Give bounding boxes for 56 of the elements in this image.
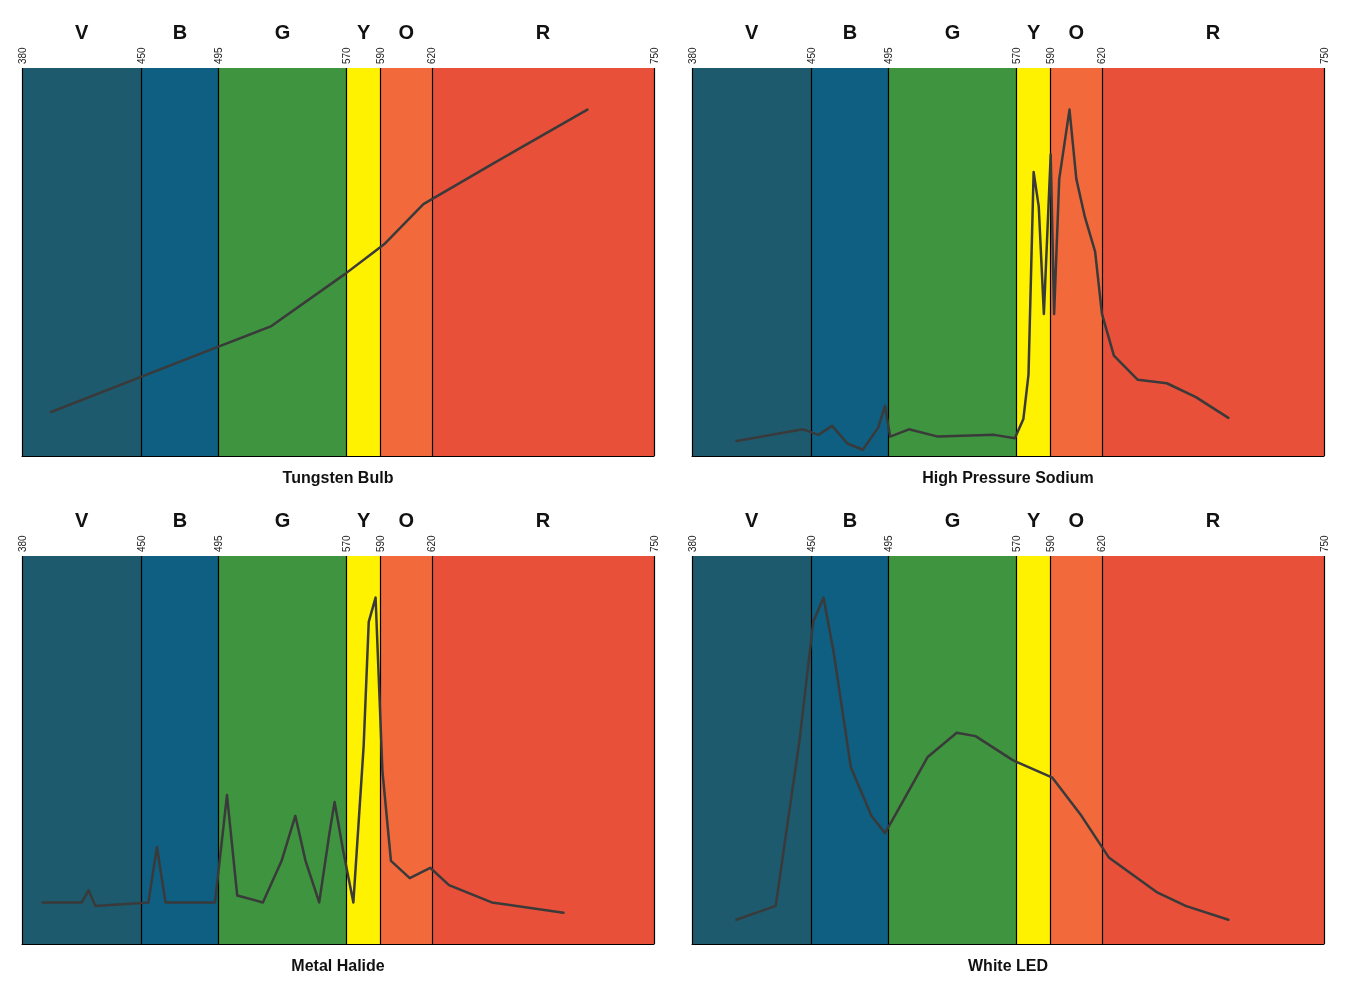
x-tick-label: 750	[1318, 534, 1330, 552]
x-tick-label: 750	[1318, 46, 1330, 64]
band-label: O	[1068, 509, 1085, 531]
band-label: B	[842, 21, 858, 43]
x-tick-label: 495	[212, 534, 224, 552]
band-label: B	[172, 21, 188, 43]
band-label: B	[842, 509, 858, 531]
x-tick-label: 620	[426, 534, 438, 552]
band-label: G	[274, 509, 291, 531]
band-label: R	[535, 509, 551, 531]
x-tick-label: 380	[686, 534, 698, 552]
x-tick-label: 450	[136, 534, 148, 552]
band-label: Y	[356, 21, 371, 43]
text: Tungsten Bulb	[282, 468, 394, 486]
band-label: R	[1205, 509, 1221, 531]
x-tick-label: 590	[375, 534, 387, 552]
x-tick-label: 380	[686, 46, 698, 64]
band-label: Y	[356, 509, 371, 531]
x-tick-label: 590	[375, 46, 387, 64]
band-label: O	[398, 21, 415, 43]
text: High Pressure Sodium	[922, 468, 1094, 486]
x-tick-label: 495	[882, 46, 894, 64]
x-tick-label: 570	[341, 534, 353, 552]
band-label: V	[745, 509, 760, 531]
x-tick-label: 450	[806, 534, 818, 552]
band-label: V	[75, 21, 90, 43]
band-label: G	[944, 509, 961, 531]
x-tick-label: 450	[806, 46, 818, 64]
x-tick-label: 380	[16, 46, 28, 64]
x-tick-label: 590	[1045, 534, 1057, 552]
x-tick-label: 590	[1045, 46, 1057, 64]
x-tick-label: 750	[648, 46, 660, 64]
x-tick-label: 570	[341, 46, 353, 64]
x-tick-label: 570	[1011, 46, 1023, 64]
band-label: V	[75, 509, 90, 531]
band-label: O	[1068, 21, 1085, 43]
x-tick-label: 495	[212, 46, 224, 64]
band-label: O	[398, 509, 415, 531]
x-tick-label: 620	[426, 46, 438, 64]
band-label: G	[274, 21, 291, 43]
band-label: R	[1205, 21, 1221, 43]
x-tick-label: 620	[1096, 534, 1108, 552]
x-tick-label: 495	[882, 534, 894, 552]
band-label: Y	[1026, 509, 1041, 531]
text: Metal Halide	[291, 956, 385, 974]
x-tick-label: 570	[1011, 534, 1023, 552]
band-label: Y	[1026, 21, 1041, 43]
band-label: G	[944, 21, 961, 43]
x-tick-label: 380	[16, 534, 28, 552]
x-tick-label: 620	[1096, 46, 1108, 64]
band-label: B	[172, 509, 188, 531]
band-label: R	[535, 21, 551, 43]
band-label: V	[745, 21, 760, 43]
text: White LED	[968, 956, 1048, 974]
x-tick-label: 750	[648, 534, 660, 552]
x-tick-label: 450	[136, 46, 148, 64]
